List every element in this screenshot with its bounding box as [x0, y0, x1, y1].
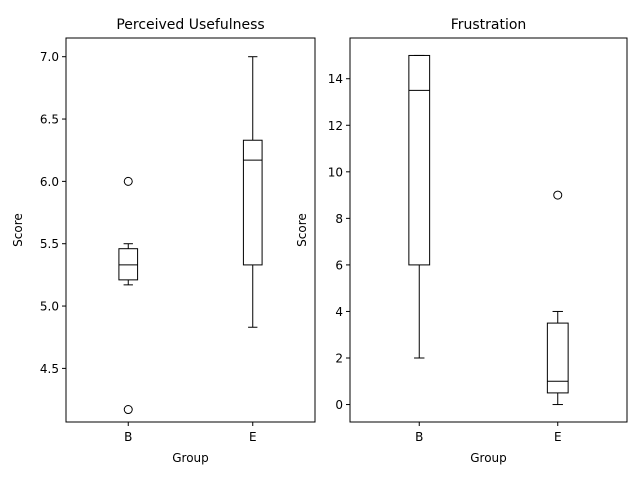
y-tick-label: 12 — [328, 119, 343, 133]
y-tick-label: 6.0 — [40, 175, 59, 189]
box-B — [408, 54, 431, 359]
plot-frame — [349, 37, 628, 423]
x-tick-label: B — [124, 430, 132, 444]
outlier-point — [123, 405, 133, 415]
iqr-box — [242, 139, 263, 266]
iqr-box — [118, 248, 139, 281]
iqr-box — [546, 322, 569, 394]
y-tick-label: 5.0 — [40, 300, 59, 314]
x-axis-label: Group — [172, 451, 209, 465]
chart-title: Frustration — [451, 17, 527, 33]
y-tick-label: 2 — [335, 352, 343, 366]
chart-panel-1: Perceived Usefulness 4.5 5.0 5.5 6.0 6.5 7.0 B E… — [11, 17, 316, 465]
box-E — [242, 56, 263, 328]
x-tick-label: E — [249, 430, 257, 444]
chart-panel-2: Frustration 0 2 4 6 8 10 12 14 B E Group Score — [295, 17, 628, 465]
outlier-point — [553, 190, 563, 200]
x-axis-label: Group — [470, 451, 507, 465]
y-axis-label: Score — [295, 213, 309, 247]
y-tick-label: 14 — [328, 72, 343, 86]
x-tick-label: B — [415, 430, 423, 444]
y-axis-label: Score — [11, 213, 25, 247]
y-tick-label: 5.5 — [40, 237, 59, 251]
y-tick-label: 4 — [335, 305, 343, 319]
plot-frame — [65, 37, 316, 423]
y-tick-label: 7.0 — [40, 50, 59, 64]
outlier-point — [123, 176, 133, 186]
y-tick-label: 6.5 — [40, 113, 59, 127]
y-tick-label: 10 — [328, 165, 343, 179]
iqr-box — [408, 54, 431, 266]
y-tick-label: 4.5 — [40, 362, 59, 376]
y-tick-label: 0 — [335, 398, 343, 412]
y-tick-label: 8 — [335, 212, 343, 226]
box-E — [546, 190, 569, 406]
y-tick-label: 6 — [335, 258, 343, 272]
chart-title: Perceived Usefulness — [116, 17, 264, 33]
box-B — [118, 176, 139, 415]
x-tick-label: E — [554, 430, 562, 444]
